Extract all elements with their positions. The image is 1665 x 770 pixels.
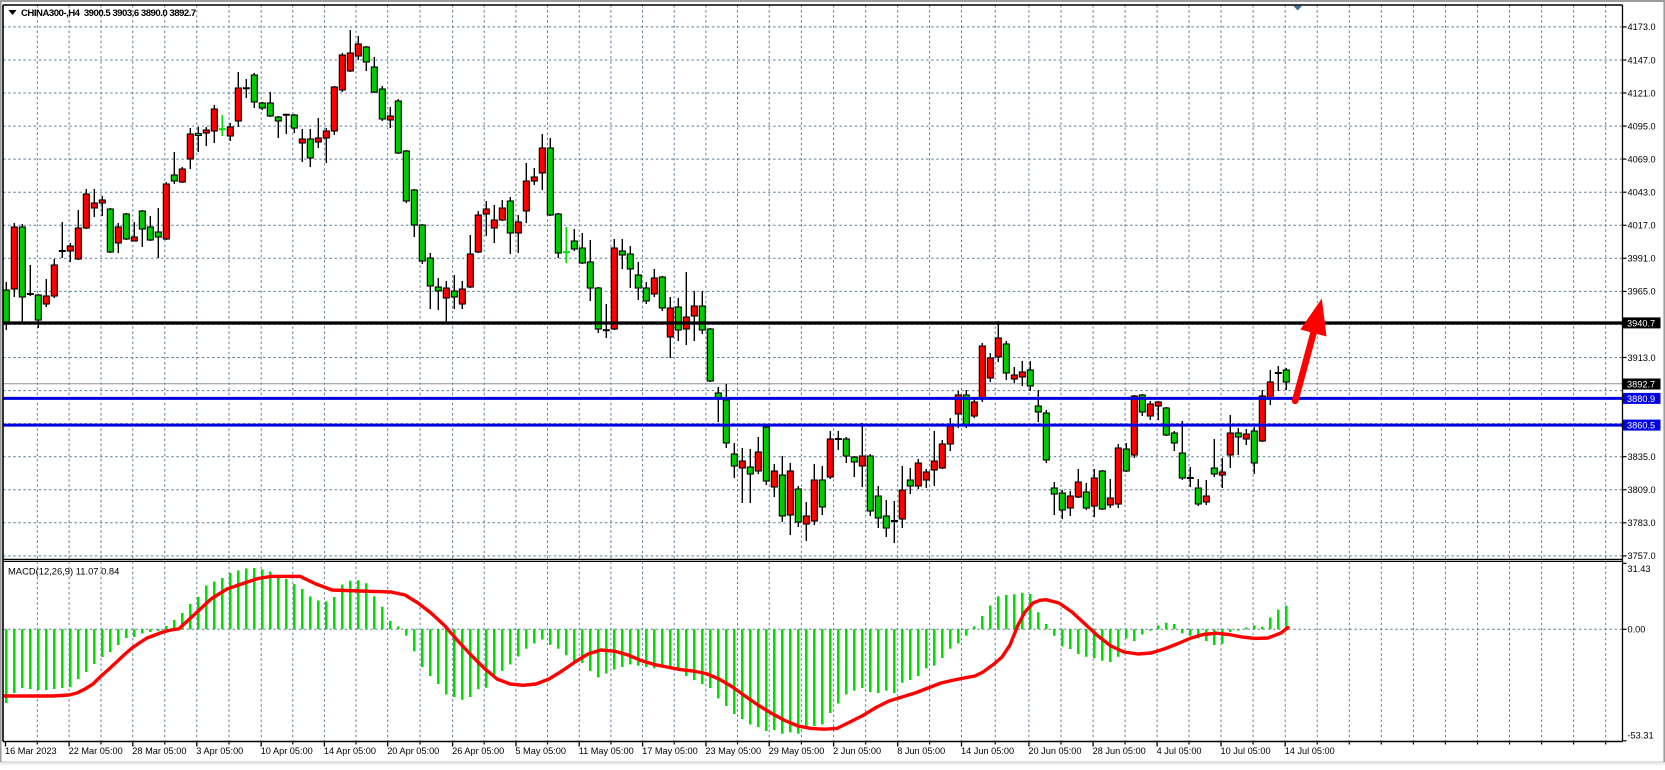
svg-text:14 Jun 05:00: 14 Jun 05:00: [961, 746, 1014, 756]
svg-text:8 Jun 05:00: 8 Jun 05:00: [897, 746, 945, 756]
svg-text:CHINA300-,H4 3900.5 3903.6 38: CHINA300-,H4 3900.5 3903.6 3890.0 3892.7: [21, 8, 196, 19]
svg-text:23 May 05:00: 23 May 05:00: [705, 746, 761, 756]
svg-text:3783.0: 3783.0: [1628, 518, 1656, 528]
svg-text:-53.31: -53.31: [1628, 731, 1654, 741]
svg-text:0.00: 0.00: [1628, 625, 1646, 635]
svg-text:4173.0: 4173.0: [1628, 22, 1656, 32]
svg-text:4147.0: 4147.0: [1628, 55, 1656, 65]
svg-text:3892.7: 3892.7: [1627, 380, 1655, 390]
svg-text:20 Jun 05:00: 20 Jun 05:00: [1028, 746, 1081, 756]
svg-text:14 Apr 05:00: 14 Apr 05:00: [324, 746, 376, 756]
svg-text:3809.0: 3809.0: [1628, 485, 1656, 495]
svg-text:5 May 05:00: 5 May 05:00: [515, 746, 566, 756]
svg-text:20 Apr 05:00: 20 Apr 05:00: [387, 746, 439, 756]
svg-text:26 Apr 05:00: 26 Apr 05:00: [452, 746, 504, 756]
svg-text:11 May 05:00: 11 May 05:00: [579, 746, 634, 756]
svg-text:28 Jun 05:00: 28 Jun 05:00: [1093, 746, 1146, 756]
svg-text:4 Jul 05:00: 4 Jul 05:00: [1157, 746, 1202, 756]
svg-text:3880.9: 3880.9: [1627, 394, 1655, 404]
svg-text:3 Apr 05:00: 3 Apr 05:00: [196, 746, 243, 756]
svg-text:28 Mar 05:00: 28 Mar 05:00: [132, 746, 186, 756]
svg-text:3835.0: 3835.0: [1628, 452, 1656, 462]
svg-text:14 Jul 05:00: 14 Jul 05:00: [1285, 746, 1335, 756]
svg-text:3940.7: 3940.7: [1627, 318, 1655, 328]
svg-text:4095.0: 4095.0: [1628, 121, 1656, 131]
svg-text:4017.0: 4017.0: [1628, 221, 1656, 231]
svg-text:10 Apr 05:00: 10 Apr 05:00: [261, 746, 313, 756]
svg-text:22 Mar 05:00: 22 Mar 05:00: [69, 746, 123, 756]
svg-text:4121.0: 4121.0: [1628, 88, 1656, 98]
svg-text:29 May 05:00: 29 May 05:00: [769, 746, 825, 756]
svg-text:3965.0: 3965.0: [1628, 287, 1656, 297]
svg-text:17 May 05:00: 17 May 05:00: [642, 746, 698, 756]
svg-text:10 Jul 05:00: 10 Jul 05:00: [1221, 746, 1271, 756]
svg-text:3860.5: 3860.5: [1627, 421, 1655, 431]
svg-text:MACD(12,26,9) 11.07 0.84: MACD(12,26,9) 11.07 0.84: [8, 566, 119, 577]
svg-text:3757.0: 3757.0: [1628, 551, 1656, 561]
svg-text:16 Mar 2023: 16 Mar 2023: [5, 746, 57, 756]
svg-text:4043.0: 4043.0: [1628, 188, 1656, 198]
svg-text:4069.0: 4069.0: [1628, 154, 1656, 164]
svg-text:3913.0: 3913.0: [1628, 353, 1656, 363]
svg-text:31.43: 31.43: [1628, 564, 1651, 574]
svg-text:2 Jun 05:00: 2 Jun 05:00: [833, 746, 881, 756]
svg-text:3991.0: 3991.0: [1628, 254, 1656, 264]
